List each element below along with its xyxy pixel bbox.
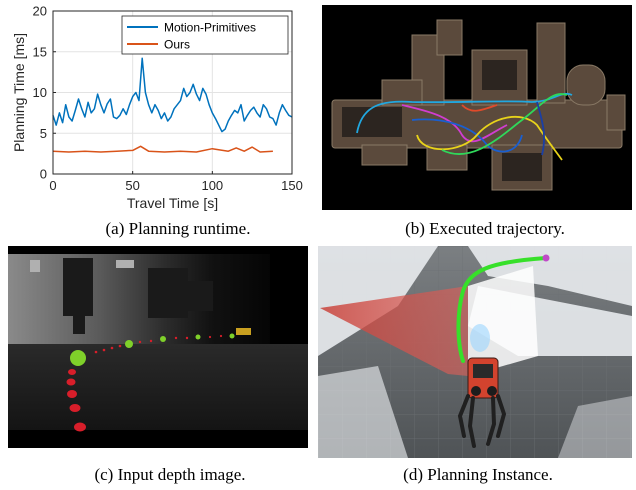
x-axis-label: Travel Time [s] bbox=[127, 195, 218, 211]
legend-label: Ours bbox=[164, 38, 190, 52]
x-tick-label: 150 bbox=[281, 178, 303, 193]
y-tick-label: 20 bbox=[33, 4, 47, 19]
depth-image bbox=[8, 246, 308, 448]
x-tick-label: 50 bbox=[125, 178, 139, 193]
x-tick-label: 0 bbox=[49, 178, 56, 193]
x-tick-label: 100 bbox=[201, 178, 223, 193]
series-line-motion-primitives bbox=[52, 57, 293, 133]
caption-c: (c) Input depth image. bbox=[94, 465, 246, 484]
legend-box bbox=[121, 15, 289, 55]
planning-instance bbox=[318, 246, 632, 458]
y-tick-label: 10 bbox=[33, 85, 47, 100]
y-tick-label: 5 bbox=[40, 126, 47, 141]
legend-label: Motion-Primitives bbox=[164, 21, 256, 35]
y-tick-label: 0 bbox=[40, 167, 47, 182]
trajectory-map bbox=[322, 5, 632, 210]
y-tick-label: 15 bbox=[33, 44, 47, 59]
caption-d: (d) Planning Instance. bbox=[403, 465, 553, 484]
caption-b: (b) Executed trajectory. bbox=[405, 219, 565, 238]
y-axis-label: Planning Time [ms] bbox=[11, 33, 27, 152]
series-line-ours bbox=[52, 145, 273, 153]
runtime-chart: 0 50 100 150 0 5 10 15 20 Travel Time [s] Planning… bbox=[11, 4, 303, 212]
caption-a: (a) Planning runtime. bbox=[105, 219, 251, 238]
